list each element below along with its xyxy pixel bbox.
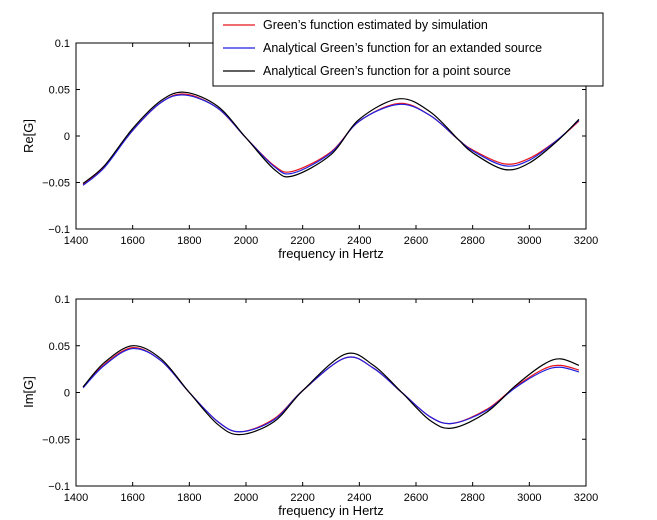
y-tick-label-1-2: 0 <box>64 388 70 400</box>
x-tick-label-1-2800: 2800 <box>460 492 484 504</box>
legend-label-simulation: Green’s function estimated by simulation <box>263 18 488 32</box>
chart-real-part: 1400 1600 1800 2000 2200 2400 2600 2800 3000 3200… <box>21 12 604 261</box>
series-line-0-2 <box>82 91 580 184</box>
y-tick-label-1-3: 0.05 <box>49 341 70 353</box>
legend-label-extended-source: Analytical Green’s function for an extan… <box>263 41 542 55</box>
ticks-real: 1400 1600 1800 2000 2200 2400 2600 2800 3000 3200… <box>42 38 598 247</box>
x-tick-label-0-1600: 1600 <box>120 235 144 247</box>
x-tick-label-1-2000: 2000 <box>234 492 258 504</box>
x-tick-label-0-2200: 2200 <box>290 235 314 247</box>
x-tick-label-1-2400: 2400 <box>347 492 371 504</box>
y-tick-label-1-0: −0.1 <box>48 481 70 493</box>
series-line-1-1 <box>82 347 580 433</box>
y-axis-label-real: Re[G] <box>21 119 36 153</box>
plot-lines-imaginary <box>82 345 580 436</box>
x-tick-label-1-1600: 1600 <box>120 492 144 504</box>
legend: Green’s function estimated by simulation… <box>212 12 604 87</box>
x-axis-label-real: frequency in Hertz <box>278 246 384 261</box>
x-tick-label-0-1800: 1800 <box>177 235 201 247</box>
x-tick-label-1-3200: 3200 <box>574 492 598 504</box>
ticks-imaginary: 1400 1600 1800 2000 2200 2400 2600 2800 3000 3200… <box>42 294 598 504</box>
x-tick-label-0-2600: 2600 <box>404 235 428 247</box>
x-tick-label-0-2800: 2800 <box>460 235 484 247</box>
y-tick-label-0-1: −0.05 <box>42 178 70 190</box>
x-tick-label-0-3000: 3000 <box>517 235 541 247</box>
x-tick-label-1-3000: 3000 <box>517 492 541 504</box>
x-tick-label-1-1400: 1400 <box>64 492 88 504</box>
x-axis-label-imaginary: frequency in Hertz <box>278 503 384 518</box>
legend-label-point-source: Analytical Green’s function for a point … <box>263 64 511 78</box>
legend-box <box>212 12 604 87</box>
y-tick-label-0-4: 0.1 <box>55 38 70 50</box>
y-tick-label-1-1: −0.05 <box>42 434 70 446</box>
y-axis-label-imaginary: Im[G] <box>21 376 36 408</box>
x-tick-label-1-2200: 2200 <box>290 492 314 504</box>
x-tick-label-0-1400: 1400 <box>64 235 88 247</box>
axes-frame-imaginary <box>75 298 587 487</box>
x-tick-label-0-2400: 2400 <box>347 235 371 247</box>
y-tick-label-0-0: −0.1 <box>48 224 70 236</box>
plot-lines-real <box>82 91 580 186</box>
x-tick-label-1-2600: 2600 <box>404 492 428 504</box>
chart-imaginary-part: 1400 1600 1800 2000 2200 2400 2600 2800 3000 3200… <box>21 294 598 518</box>
y-tick-label-0-3: 0.05 <box>49 85 70 97</box>
x-tick-label-0-3200: 3200 <box>574 235 598 247</box>
x-tick-label-1-1800: 1800 <box>177 492 201 504</box>
y-tick-label-1-4: 0.1 <box>55 294 70 306</box>
x-tick-label-0-2000: 2000 <box>234 235 258 247</box>
series-line-0-1 <box>82 94 580 186</box>
series-line-1-2 <box>82 345 580 436</box>
y-tick-label-0-2: 0 <box>64 131 70 143</box>
